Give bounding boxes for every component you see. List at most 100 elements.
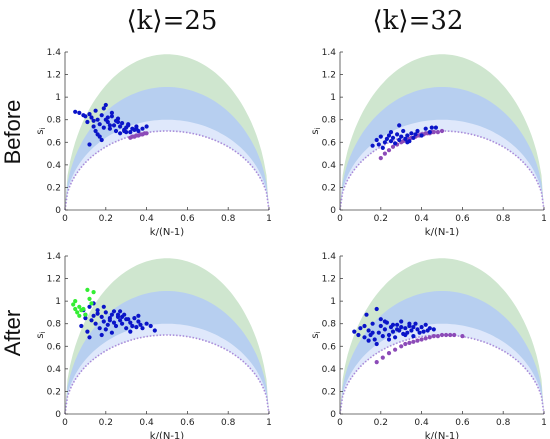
x-tick-label: 0.2 [99, 418, 113, 428]
data-point-blue [397, 123, 402, 128]
data-point-blue [427, 130, 432, 135]
lower-bound-curve [64, 334, 270, 415]
lower-bound-curve [64, 130, 270, 211]
data-point-blue [128, 130, 133, 135]
data-point-blue [111, 320, 117, 325]
data-point-blue [93, 321, 98, 326]
data-point-blue [413, 321, 418, 326]
data-point-blue [399, 134, 404, 139]
data-point-blue [93, 128, 98, 134]
y-tick-label: 1 [55, 297, 61, 307]
data-point-green [73, 306, 78, 312]
data-point-blue [87, 335, 92, 340]
data-point-purple [378, 156, 383, 161]
data-point-purple [386, 351, 392, 356]
data-point-blue [374, 137, 379, 143]
data-point-blue [87, 304, 92, 309]
data-point-blue [374, 341, 379, 347]
data-point-blue [118, 318, 123, 323]
y-tick-label: 0.4 [47, 365, 62, 375]
data-point-blue [99, 332, 104, 338]
data-point-blue [393, 335, 398, 340]
data-point-blue [120, 321, 125, 326]
data-point-blue [103, 327, 108, 332]
data-point-blue [95, 132, 100, 137]
data-point-blue [99, 113, 104, 118]
x-axis-label: k/(N-1) [425, 227, 460, 238]
data-point-blue [378, 317, 383, 322]
data-point-blue [407, 321, 412, 326]
data-point-green [77, 304, 82, 309]
data-point-blue [120, 121, 125, 126]
data-point-blue [401, 128, 406, 134]
data-point-blue [395, 322, 400, 327]
y-tick-label: 1.2 [322, 275, 336, 285]
data-point-blue [148, 323, 153, 329]
data-point-blue [83, 316, 88, 321]
x-tick-label: 0.4 [414, 214, 429, 224]
data-point-purple [403, 341, 408, 347]
y-tick-label: 1.2 [47, 275, 61, 285]
data-point-green [89, 301, 94, 306]
data-point-blue [378, 323, 383, 329]
data-point-blue [423, 126, 428, 131]
chart-panel-4: 0 0.2 0.4 0.6 0.8 1 0 0.2 0.4 0.6 0.8 1 1.2 1.4 k/(N-1… [310, 252, 547, 439]
data-point-purple [444, 332, 449, 338]
data-point-blue [118, 309, 123, 314]
data-point-green [81, 306, 86, 312]
y-tick-label: 1.4 [322, 252, 337, 262]
data-point-purple [407, 340, 412, 345]
data-point-purple [386, 148, 392, 153]
data-point-blue [388, 139, 394, 144]
y-tick-label: 0.2 [47, 387, 61, 397]
x-tick-label: 0.8 [496, 418, 511, 428]
data-point-green [83, 312, 88, 317]
data-point-purple [423, 336, 428, 341]
data-point-blue [395, 327, 400, 332]
y-axis-label: si [310, 127, 322, 134]
data-point-purple [382, 151, 387, 156]
data-point-blue [411, 135, 416, 140]
y-tick-label: 1.2 [322, 71, 336, 81]
data-point-blue [390, 329, 396, 334]
data-point-blue [405, 140, 410, 145]
data-point-blue [390, 322, 396, 327]
band-mid [65, 291, 269, 414]
data-point-blue [376, 142, 381, 147]
y-tick-label: 0.6 [47, 138, 62, 148]
y-tick-label: 0 [55, 206, 61, 216]
data-point-blue [109, 110, 114, 115]
data-point-blue [152, 328, 157, 333]
data-point-blue [419, 133, 424, 138]
data-point-blue [132, 316, 137, 321]
data-point-blue [95, 117, 100, 122]
y-tick-label: 0.6 [322, 342, 337, 352]
data-point-blue [89, 318, 94, 323]
x-tick-label: 0 [337, 214, 343, 224]
band-mid [65, 87, 269, 210]
data-point-blue [101, 125, 106, 130]
data-point-blue [126, 122, 131, 127]
x-axis-label: k/(N-1) [150, 227, 185, 238]
data-point-blue [358, 326, 363, 331]
data-point-blue [95, 311, 100, 316]
band-outer [340, 54, 544, 210]
x-axis-label: k/(N-1) [150, 431, 185, 439]
data-point-blue [97, 326, 102, 331]
data-point-green [87, 296, 92, 301]
data-point-blue [380, 145, 385, 150]
band-outer [340, 258, 544, 414]
data-point-blue [134, 325, 139, 330]
data-point-blue [85, 329, 90, 334]
data-point-blue [403, 136, 408, 141]
data-point-blue [107, 318, 112, 323]
data-point-purple [390, 144, 396, 149]
y-tick-label: 1.4 [47, 252, 62, 262]
x-tick-label: 0 [62, 418, 68, 428]
data-point-blue [91, 313, 96, 318]
y-tick-label: 0.8 [322, 320, 337, 330]
y-tick-label: 0.8 [47, 116, 62, 126]
data-point-blue [124, 326, 129, 331]
y-tick-label: 0.2 [322, 387, 336, 397]
data-point-blue [415, 327, 420, 332]
